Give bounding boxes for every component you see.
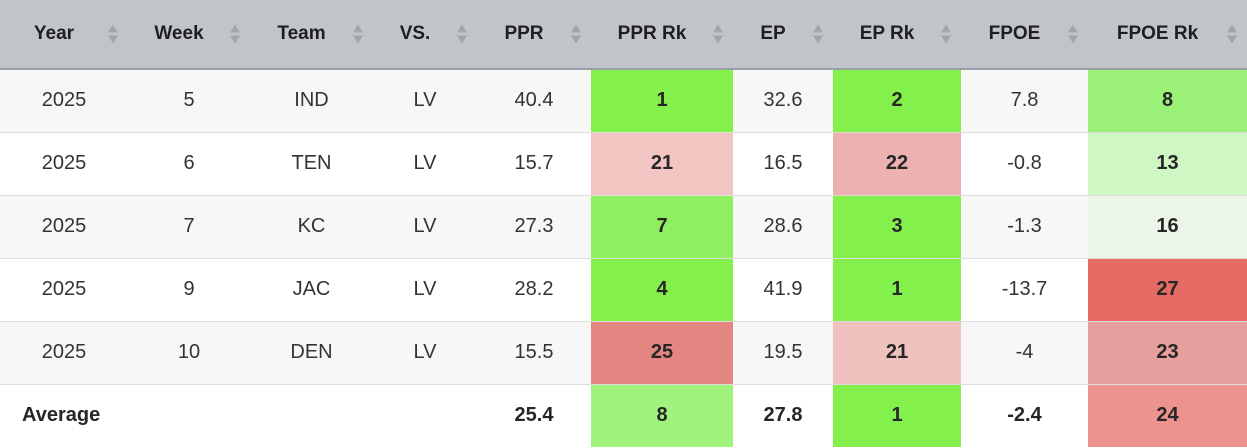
cell-team: DEN bbox=[250, 321, 373, 385]
sort-arrows-icon[interactable] bbox=[457, 24, 467, 44]
cell-ep: 16.5 bbox=[733, 132, 833, 196]
average-ep: 27.8 bbox=[733, 384, 833, 447]
cell-ppr: 15.7 bbox=[477, 132, 591, 196]
average-row: Average 25.4 8 27.8 1 -2.4 24 bbox=[0, 384, 1247, 447]
header-label: EP bbox=[760, 23, 786, 44]
cell-fpoe: -0.8 bbox=[961, 132, 1088, 196]
cell-ep-rk: 3 bbox=[833, 195, 961, 259]
column-header-ppr-rk[interactable]: PPR Rk bbox=[591, 0, 733, 70]
header-label: EP Rk bbox=[859, 23, 915, 44]
average-ppr: 25.4 bbox=[477, 384, 591, 447]
cell-fpoe: -13.7 bbox=[961, 258, 1088, 322]
table-row: 2025 7 KC LV 27.3 7 28.6 3 -1.3 16 bbox=[0, 195, 1247, 259]
table-row: 2025 10 DEN LV 15.5 25 19.5 21 -4 23 bbox=[0, 321, 1247, 385]
header-label: Week bbox=[154, 23, 204, 44]
cell-year: 2025 bbox=[0, 69, 128, 133]
cell-ppr-rk: 4 bbox=[591, 258, 733, 322]
header-label: PPR bbox=[504, 23, 544, 44]
cell-ppr-rk: 25 bbox=[591, 321, 733, 385]
column-header-fpoe-rk[interactable]: FPOE Rk bbox=[1088, 0, 1247, 70]
column-header-fpoe[interactable]: FPOE bbox=[961, 0, 1088, 70]
average-fpoe: -2.4 bbox=[961, 384, 1088, 447]
cell-ppr: 28.2 bbox=[477, 258, 591, 322]
cell-year: 2025 bbox=[0, 258, 128, 322]
cell-fpoe: -1.3 bbox=[961, 195, 1088, 259]
cell-vs: LV bbox=[373, 69, 477, 133]
cell-fpoe-rk: 27 bbox=[1088, 258, 1247, 322]
cell-team: JAC bbox=[250, 258, 373, 322]
header-label: Year bbox=[33, 23, 75, 44]
cell-ep: 19.5 bbox=[733, 321, 833, 385]
header-label: Team bbox=[277, 23, 326, 44]
average-ep-rk: 1 bbox=[833, 384, 961, 447]
cell-fpoe-rk: 23 bbox=[1088, 321, 1247, 385]
column-header-team[interactable]: Team bbox=[250, 0, 373, 70]
cell-year: 2025 bbox=[0, 132, 128, 196]
sort-arrows-icon[interactable] bbox=[1227, 24, 1237, 44]
table-row: 2025 9 JAC LV 28.2 4 41.9 1 -13.7 27 bbox=[0, 258, 1247, 322]
column-header-year[interactable]: Year bbox=[0, 0, 128, 70]
cell-fpoe-rk: 16 bbox=[1088, 195, 1247, 259]
cell-week: 5 bbox=[128, 69, 250, 133]
average-fpoe-rk: 24 bbox=[1088, 384, 1247, 447]
sort-arrows-icon[interactable] bbox=[941, 24, 951, 44]
header-row: Year Week Team VS. PPR PPR Rk EP EP Rk F… bbox=[0, 0, 1247, 70]
cell-fpoe-rk: 13 bbox=[1088, 132, 1247, 196]
sort-arrows-icon[interactable] bbox=[713, 24, 723, 44]
sort-arrows-icon[interactable] bbox=[230, 24, 240, 44]
cell-vs: LV bbox=[373, 321, 477, 385]
sort-arrows-icon[interactable] bbox=[571, 24, 581, 44]
average-ppr-rk: 8 bbox=[591, 384, 733, 447]
header-label: FPOE Rk bbox=[1116, 23, 1199, 44]
table-row: 2025 5 IND LV 40.4 1 32.6 2 7.8 8 bbox=[0, 69, 1247, 133]
cell-week: 7 bbox=[128, 195, 250, 259]
cell-ep-rk: 1 bbox=[833, 258, 961, 322]
cell-ppr-rk: 1 bbox=[591, 69, 733, 133]
cell-team: KC bbox=[250, 195, 373, 259]
header-label: PPR Rk bbox=[617, 23, 687, 44]
cell-year: 2025 bbox=[0, 195, 128, 259]
cell-fpoe-rk: 8 bbox=[1088, 69, 1247, 133]
cell-ep: 32.6 bbox=[733, 69, 833, 133]
cell-ep-rk: 21 bbox=[833, 321, 961, 385]
average-label: Average bbox=[0, 384, 477, 447]
cell-year: 2025 bbox=[0, 321, 128, 385]
cell-vs: LV bbox=[373, 195, 477, 259]
cell-fpoe: 7.8 bbox=[961, 69, 1088, 133]
cell-ep: 41.9 bbox=[733, 258, 833, 322]
cell-week: 10 bbox=[128, 321, 250, 385]
header-label: FPOE bbox=[988, 23, 1041, 44]
cell-ep-rk: 22 bbox=[833, 132, 961, 196]
cell-team: TEN bbox=[250, 132, 373, 196]
column-header-week[interactable]: Week bbox=[128, 0, 250, 70]
cell-ep-rk: 2 bbox=[833, 69, 961, 133]
sort-arrows-icon[interactable] bbox=[108, 24, 118, 44]
cell-week: 6 bbox=[128, 132, 250, 196]
cell-ep: 28.6 bbox=[733, 195, 833, 259]
header-label: VS. bbox=[399, 23, 431, 44]
cell-ppr-rk: 21 bbox=[591, 132, 733, 196]
table-row: 2025 6 TEN LV 15.7 21 16.5 22 -0.8 13 bbox=[0, 132, 1247, 196]
sort-arrows-icon[interactable] bbox=[353, 24, 363, 44]
column-header-ppr[interactable]: PPR bbox=[477, 0, 591, 70]
cell-week: 9 bbox=[128, 258, 250, 322]
sort-arrows-icon[interactable] bbox=[813, 24, 823, 44]
cell-ppr: 15.5 bbox=[477, 321, 591, 385]
cell-fpoe: -4 bbox=[961, 321, 1088, 385]
cell-ppr-rk: 7 bbox=[591, 195, 733, 259]
cell-team: IND bbox=[250, 69, 373, 133]
cell-ppr: 27.3 bbox=[477, 195, 591, 259]
column-header-ep-rk[interactable]: EP Rk bbox=[833, 0, 961, 70]
cell-vs: LV bbox=[373, 258, 477, 322]
cell-ppr: 40.4 bbox=[477, 69, 591, 133]
cell-vs: LV bbox=[373, 132, 477, 196]
column-header-vs[interactable]: VS. bbox=[373, 0, 477, 70]
column-header-ep[interactable]: EP bbox=[733, 0, 833, 70]
sort-arrows-icon[interactable] bbox=[1068, 24, 1078, 44]
